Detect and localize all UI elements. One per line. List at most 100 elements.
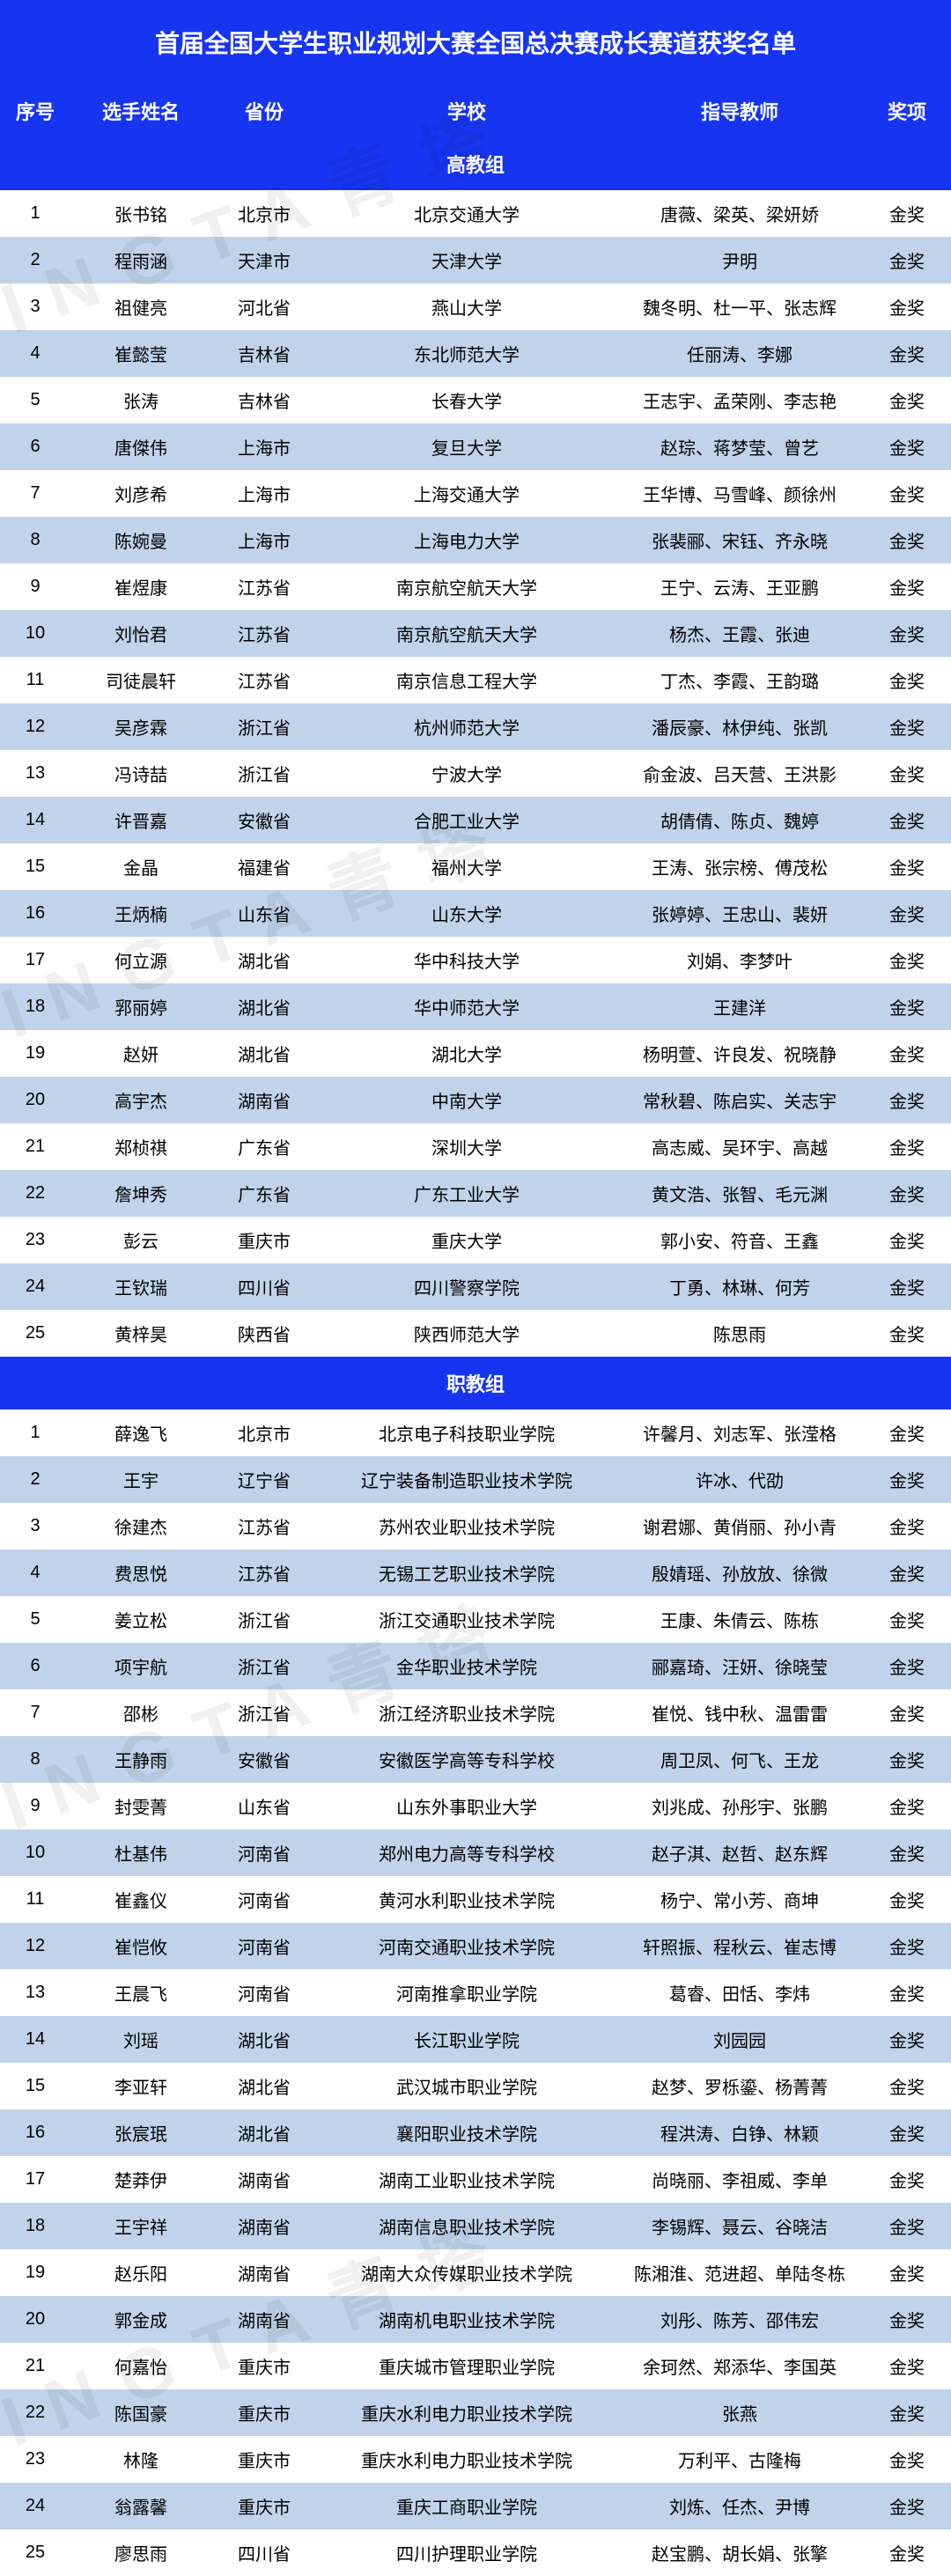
cell-name: 崔煜康: [70, 574, 211, 600]
cell-award: 金奖: [863, 901, 951, 926]
cell-award: 金奖: [863, 1747, 951, 1772]
cell-teacher: 刘兆成、孙彤宇、张鹏: [616, 1793, 863, 1819]
header-school: 学校: [317, 97, 616, 125]
cell-seq: 23: [0, 2449, 70, 2469]
cell-seq: 22: [0, 1183, 70, 1203]
cell-name: 郑桢祺: [70, 1134, 211, 1159]
table-row: 25黄梓昊陕西省陕西师范大学陈思雨金奖: [0, 1310, 951, 1357]
cell-award: 金奖: [863, 1181, 951, 1206]
cell-award: 金奖: [863, 1467, 951, 1492]
cell-award: 金奖: [863, 2073, 951, 2099]
cell-seq: 20: [0, 2309, 70, 2329]
cell-teacher: 潘辰豪、林伊纯、张凯: [616, 714, 863, 740]
cell-seq: 24: [0, 2496, 70, 2516]
cell-name: 冯诗喆: [70, 761, 211, 786]
cell-province: 江苏省: [211, 1513, 317, 1539]
cell-name: 王宇祥: [70, 2213, 211, 2239]
cell-name: 唐傑伟: [70, 434, 211, 460]
cell-province: 江苏省: [211, 667, 317, 693]
cell-name: 程雨涵: [70, 247, 211, 273]
cell-award: 金奖: [863, 621, 951, 646]
table-row: 12崔恺攸河南省河南交通职业技术学院轩照振、程秋云、崔志博金奖: [0, 1923, 951, 1969]
cell-school: 陕西师范大学: [317, 1321, 616, 1346]
table-row: 7邵彬浙江省浙江经济职业技术学院崔悦、钱中秋、温雷雷金奖: [0, 1689, 951, 1736]
table-row: 4崔懿莹吉林省东北师范大学任丽涛、李娜金奖: [0, 330, 951, 377]
cell-name: 何立源: [70, 947, 211, 973]
cell-school: 武汉城市职业学院: [317, 2073, 616, 2099]
table-row: 14刘瑶湖北省长江职业学院刘园园金奖: [0, 2016, 951, 2063]
cell-name: 詹坤秀: [70, 1181, 211, 1206]
cell-seq: 25: [0, 2543, 70, 2563]
cell-name: 徐建杰: [70, 1513, 211, 1539]
cell-award: 金奖: [863, 1653, 951, 1679]
cell-province: 河南省: [211, 1840, 317, 1866]
cell-seq: 23: [0, 1230, 70, 1250]
cell-name: 彭云: [70, 1227, 211, 1253]
table-row: 16王炳楠山东省山东大学张婷婷、王忠山、裴妍金奖: [0, 890, 951, 937]
cell-seq: 2: [0, 1469, 70, 1490]
cell-seq: 22: [0, 2403, 70, 2423]
cell-province: 湖北省: [211, 2027, 317, 2052]
cell-seq: 20: [0, 1090, 70, 1110]
cell-teacher: 崔悦、钱中秋、温雷雷: [616, 1700, 863, 1726]
cell-seq: 21: [0, 2356, 70, 2376]
cell-province: 四川省: [211, 2540, 317, 2565]
cell-teacher: 杨杰、王霞、张迪: [616, 621, 863, 646]
cell-province: 湖南省: [211, 2260, 317, 2285]
cell-award: 金奖: [863, 387, 951, 413]
cell-province: 北京市: [211, 1420, 317, 1446]
cell-award: 金奖: [863, 667, 951, 693]
table-row: 20高宇杰湖南省中南大学常秋碧、陈启实、关志宇金奖: [0, 1077, 951, 1123]
cell-seq: 6: [0, 1656, 70, 1676]
cell-school: 无锡工艺职业技术学院: [317, 1560, 616, 1586]
cell-teacher: 王志宇、孟荣刚、李志艳: [616, 387, 863, 413]
table-row: 17何立源湖北省华中科技大学刘娟、李梦叶金奖: [0, 937, 951, 983]
cell-name: 司徒晨轩: [70, 667, 211, 693]
cell-province: 湖北省: [211, 947, 317, 973]
cell-teacher: 王宁、云涛、王亚鹏: [616, 574, 863, 600]
table-row: 15李亚轩湖北省武汉城市职业学院赵梦、罗栎鎏、杨菁菁金奖: [0, 2063, 951, 2109]
cell-award: 金奖: [863, 574, 951, 600]
cell-school: 南京航空航天大学: [317, 574, 616, 600]
table-row: 5姜立松浙江省浙江交通职业技术学院王康、朱倩云、陈栋金奖: [0, 1596, 951, 1643]
cell-seq: 12: [0, 717, 70, 737]
cell-award: 金奖: [863, 1607, 951, 1632]
cell-school: 重庆水利电力职业技术学院: [317, 2400, 616, 2425]
table-row: 22詹坤秀广东省广东工业大学黄文浩、张智、毛元渊金奖: [0, 1170, 951, 1217]
cell-school: 浙江经济职业技术学院: [317, 1700, 616, 1726]
cell-teacher: 许冰、代劭: [616, 1467, 863, 1492]
cell-name: 赵乐阳: [70, 2260, 211, 2285]
cell-award: 金奖: [863, 2493, 951, 2519]
table-row: 10杜基伟河南省郑州电力高等专科学校赵子淇、赵哲、赵东辉金奖: [0, 1829, 951, 1876]
table-row: 12吴彦霖浙江省杭州师范大学潘辰豪、林伊纯、张凯金奖: [0, 703, 951, 750]
cell-name: 崔鑫仪: [70, 1887, 211, 1912]
cell-school: 湖北大学: [317, 1041, 616, 1066]
table-row: 25廖思雨四川省四川护理职业学院赵宝鹏、胡长娟、张擎金奖: [0, 2529, 951, 2576]
cell-school: 郑州电力高等专科学校: [317, 1840, 616, 1866]
cell-province: 陕西省: [211, 1321, 317, 1346]
header-name: 选手姓名: [70, 97, 211, 125]
table-row: 11崔鑫仪河南省黄河水利职业技术学院杨宁、常小芳、商坤金奖: [0, 1876, 951, 1923]
cell-teacher: 陈思雨: [616, 1321, 863, 1346]
cell-teacher: 王建洋: [616, 994, 863, 1019]
cell-award: 金奖: [863, 1700, 951, 1726]
cell-award: 金奖: [863, 807, 951, 833]
cell-province: 河南省: [211, 1933, 317, 1959]
cell-name: 翁露馨: [70, 2493, 211, 2519]
cell-school: 湖南大众传媒职业技术学院: [317, 2260, 616, 2285]
cell-award: 金奖: [863, 714, 951, 740]
cell-teacher: 李锡辉、聂云、谷晓洁: [616, 2213, 863, 2239]
cell-name: 张宸珉: [70, 2120, 211, 2145]
cell-teacher: 刘娟、李梦叶: [616, 947, 863, 973]
cell-seq: 2: [0, 250, 70, 270]
group-header: 高教组: [0, 137, 951, 190]
cell-award: 金奖: [863, 761, 951, 786]
cell-seq: 9: [0, 577, 70, 597]
cell-seq: 19: [0, 1043, 70, 1064]
cell-award: 金奖: [863, 1840, 951, 1866]
cell-name: 王宇: [70, 1467, 211, 1492]
cell-seq: 18: [0, 997, 70, 1017]
cell-province: 河南省: [211, 1887, 317, 1912]
cell-school: 广东工业大学: [317, 1181, 616, 1206]
cell-school: 天津大学: [317, 247, 616, 273]
